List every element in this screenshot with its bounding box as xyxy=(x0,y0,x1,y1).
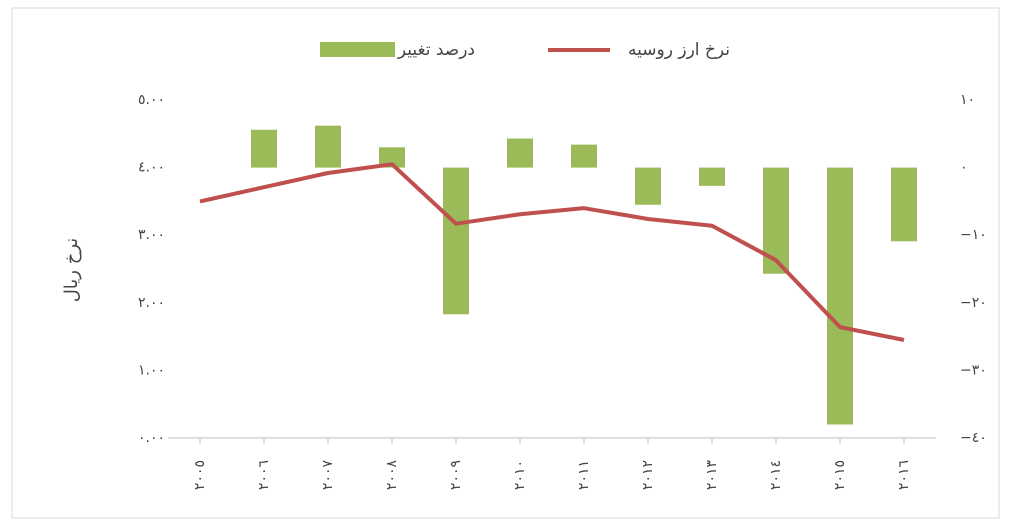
y-tick-label: ٥.٠٠ xyxy=(138,92,165,108)
x-tick-label: ٢٠١٠ xyxy=(512,460,528,490)
x-tick-label: ٢٠١٤ xyxy=(768,460,784,490)
bar xyxy=(507,138,533,168)
bar xyxy=(891,167,917,242)
y2-tick-label: −١٠ xyxy=(960,227,987,243)
bar xyxy=(379,147,405,168)
y2-tick-label: ٠ xyxy=(960,160,968,176)
y-tick-label: ٣.٠٠ xyxy=(138,227,165,243)
bar xyxy=(827,167,853,425)
x-tick-label: ٢٠٠٧ xyxy=(320,460,336,491)
x-tick-label: ٢٠٠٦ xyxy=(256,460,272,490)
x-tick-label: ٢٠٠٨ xyxy=(384,460,400,491)
legend-label: نرخ ارز روسیه xyxy=(628,40,730,60)
x-tick-label: ٢٠١١ xyxy=(576,460,592,490)
bar xyxy=(699,167,725,186)
x-tick-label: ٢٠٠٩ xyxy=(448,460,464,490)
y-axis-label: نرخ ریال xyxy=(61,238,82,303)
y-tick-label: ١.٠٠ xyxy=(138,362,165,378)
line xyxy=(199,162,905,342)
x-tick-label: ٢٠١٢ xyxy=(640,460,656,490)
x-tick-label: ٢٠٠٥ xyxy=(192,460,208,490)
y2-tick-label: ١٠ xyxy=(960,92,975,108)
y-tick-label: ٠.٠٠ xyxy=(138,430,165,446)
y-tick-label: ٢.٠٠ xyxy=(138,295,165,311)
bar xyxy=(571,144,597,168)
x-tick-label: ٢٠١٣ xyxy=(704,460,720,491)
bar xyxy=(635,167,661,205)
legend-label: درصد تغییر xyxy=(397,40,475,60)
x-tick-label: ٢٠١٥ xyxy=(832,460,848,490)
bar xyxy=(443,167,469,315)
y2-tick-label: −٤٠ xyxy=(960,430,987,446)
x-tick-label: ٢٠١٦ xyxy=(896,460,912,490)
y2-tick-label: −٢٠ xyxy=(960,295,987,311)
y-tick-label: ٤.٠٠ xyxy=(138,160,165,176)
bar xyxy=(763,167,789,274)
bar xyxy=(315,125,341,168)
y2-tick-label: −٣٠ xyxy=(960,362,987,378)
bar xyxy=(251,129,277,168)
legend-swatch xyxy=(320,42,395,57)
